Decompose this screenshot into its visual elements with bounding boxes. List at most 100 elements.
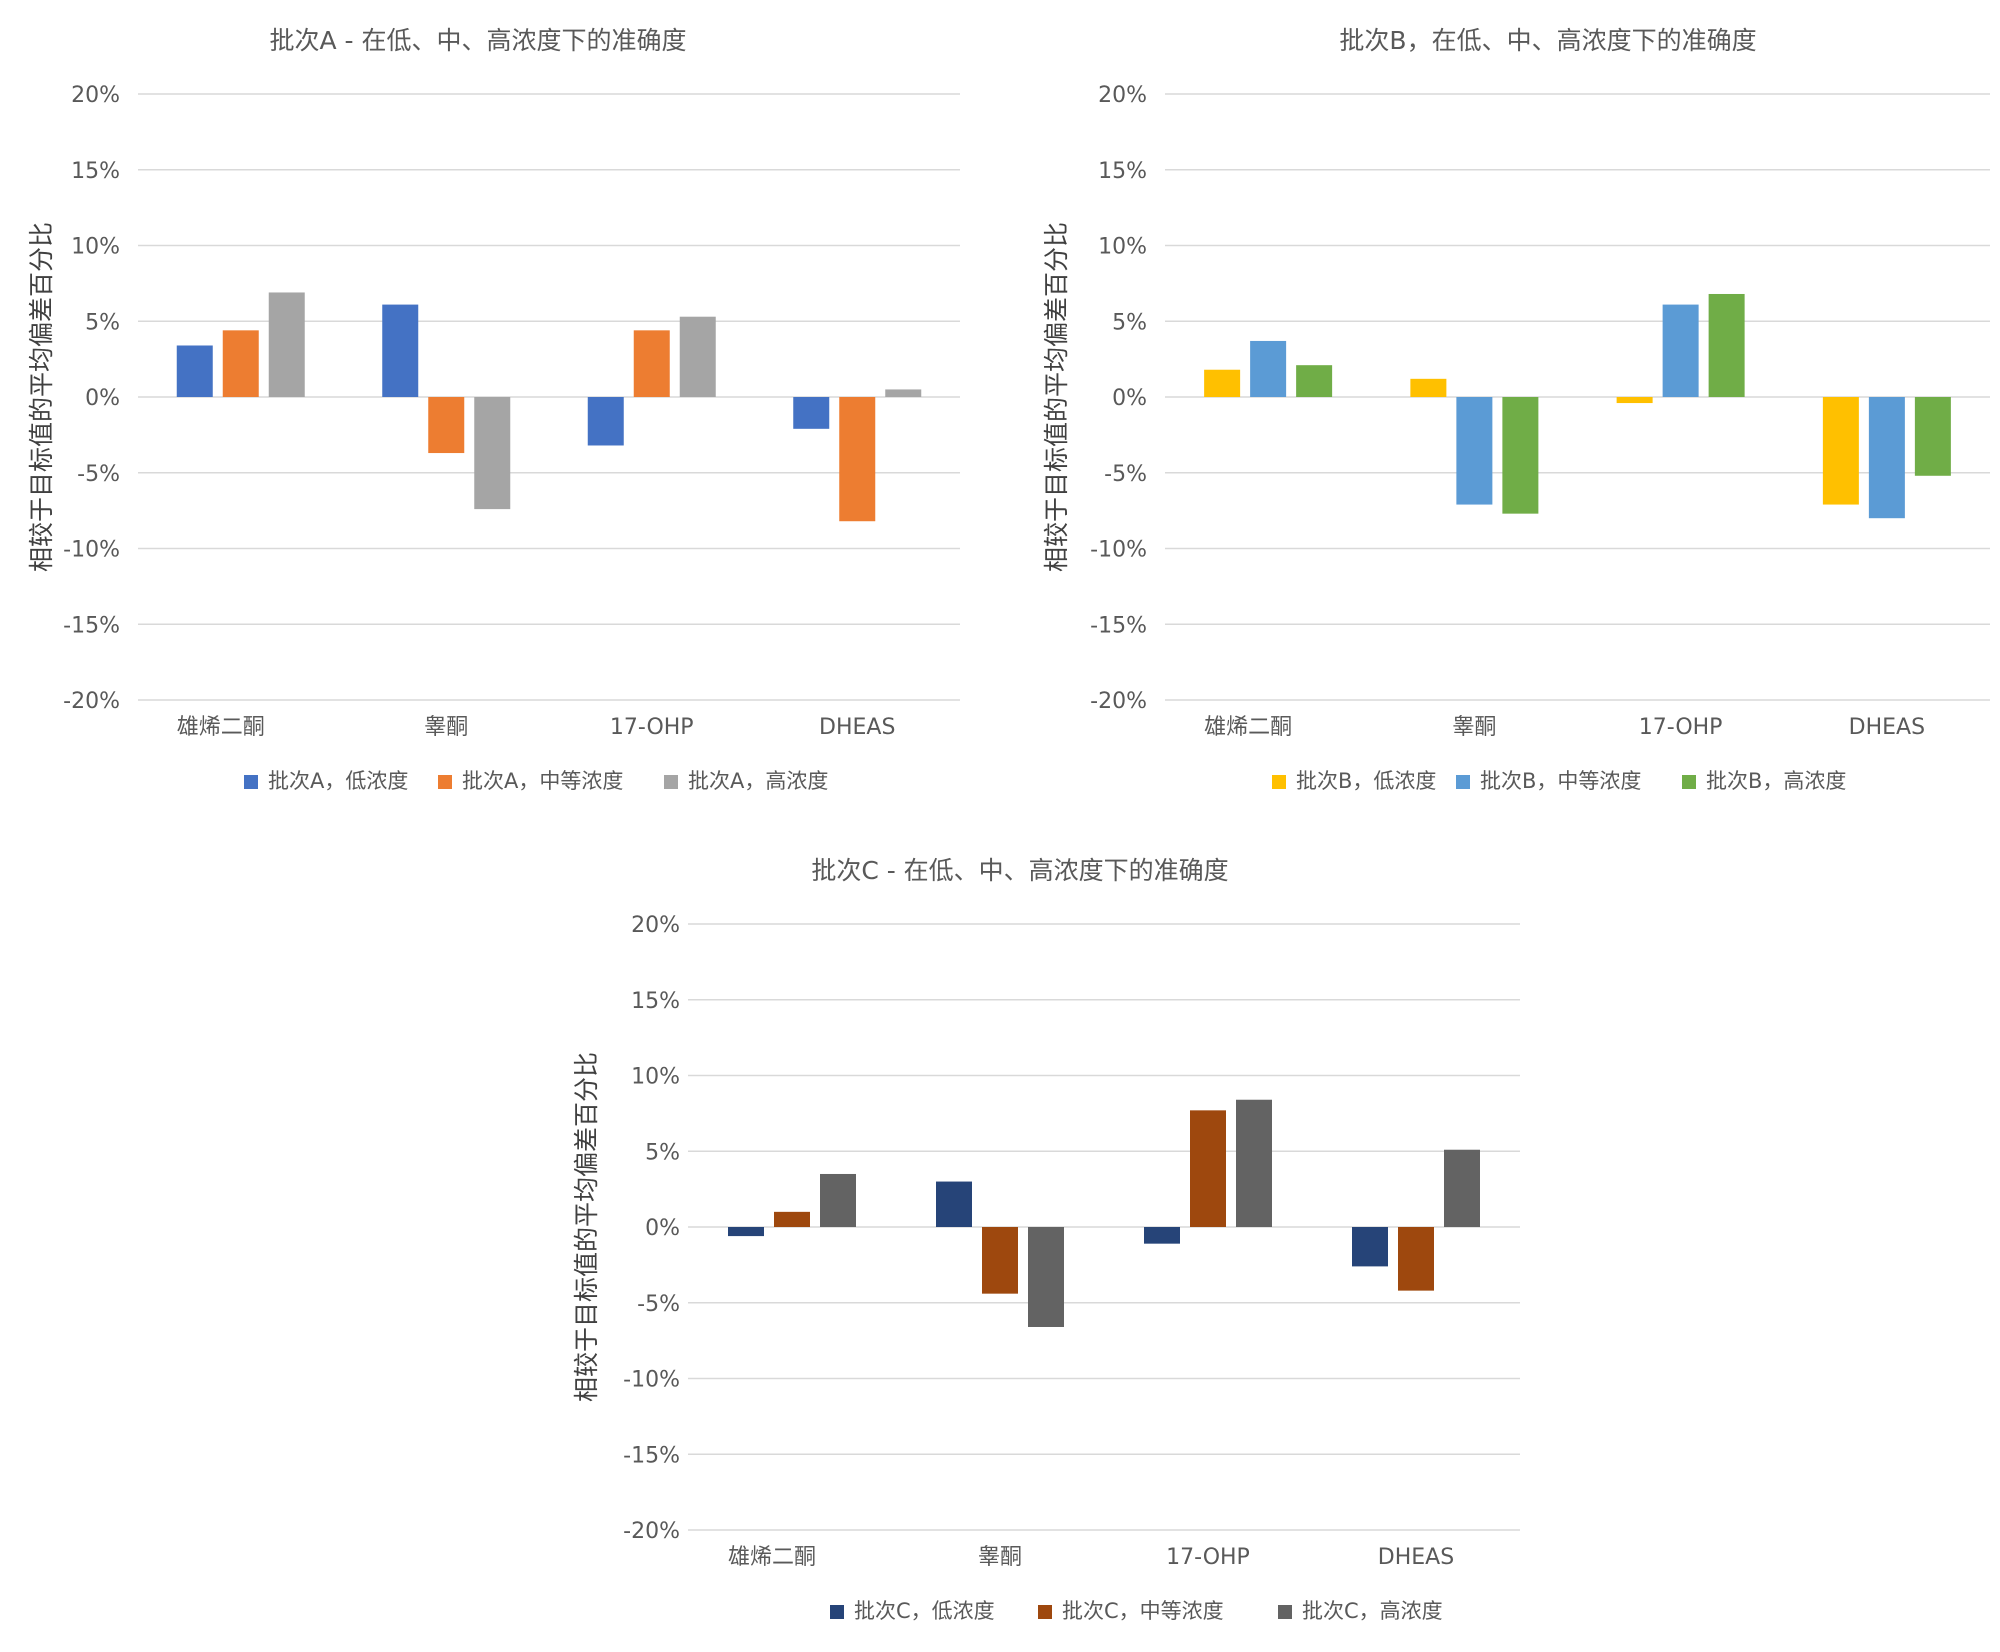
bar-批次B，高浓度: [1914, 397, 1951, 476]
y-tick-label: 5%: [85, 310, 120, 335]
bar-批次C，中等浓度: [1190, 1110, 1226, 1227]
y-axis-label: 相较于目标值的平均偏差百分比: [1042, 222, 1071, 572]
bar-批次A，中等浓度: [839, 397, 876, 522]
y-tick-label: -20%: [1090, 689, 1147, 714]
y-tick-label: 15%: [1098, 159, 1147, 184]
bar-批次C，中等浓度: [774, 1211, 810, 1227]
bar-批次B，中等浓度: [1662, 304, 1699, 397]
category-label: 睾酮: [978, 1545, 1022, 1570]
y-tick-label: -5%: [637, 1292, 680, 1317]
y-tick-label: -10%: [623, 1368, 680, 1393]
category-label: DHEAS: [1378, 1545, 1454, 1570]
bar-批次A，低浓度: [176, 345, 213, 397]
y-tick-label: 10%: [71, 235, 120, 260]
bar-批次B，高浓度: [1502, 397, 1539, 514]
legend-label: 批次A，高浓度: [688, 769, 828, 793]
legend-swatch: [1682, 775, 1696, 789]
bar-批次A，中等浓度: [633, 330, 670, 397]
bar-批次C，低浓度: [936, 1181, 972, 1227]
bar-批次B，中等浓度: [1456, 397, 1493, 505]
bar-批次A，中等浓度: [222, 330, 259, 397]
bar-批次C，高浓度: [1444, 1149, 1480, 1227]
y-tick-label: 20%: [71, 83, 120, 108]
category-label: 17-OHP: [610, 715, 694, 740]
bar-批次B，低浓度: [1822, 397, 1859, 505]
bar-批次C，中等浓度: [982, 1227, 1018, 1294]
y-tick-label: 0%: [1112, 386, 1147, 411]
y-tick-label: -10%: [1090, 538, 1147, 563]
legend-swatch: [1456, 775, 1470, 789]
bar-批次B，高浓度: [1708, 293, 1745, 397]
legend-label: 批次B，中等浓度: [1480, 769, 1641, 793]
chart-batch-c-svg: 批次C - 在低、中、高浓度下的准确度 20% 15% 10% 5% 0% -5% -10% -…: [572, 856, 1520, 1623]
y-tick-label: 10%: [631, 1065, 680, 1090]
category-label: 17-OHP: [1166, 1545, 1250, 1570]
bar-批次A，中等浓度: [428, 397, 465, 454]
bar-批次A，低浓度: [793, 397, 830, 429]
chart-title: 批次C - 在低、中、高浓度下的准确度: [811, 856, 1228, 885]
legend-swatch: [1272, 775, 1286, 789]
bar-批次C，低浓度: [728, 1227, 764, 1237]
bar-批次B，高浓度: [1296, 365, 1333, 397]
bar-批次A，高浓度: [474, 397, 511, 510]
bar-批次C，中等浓度: [1398, 1227, 1434, 1291]
legend-swatch: [438, 775, 452, 789]
y-tick-label: 10%: [1098, 235, 1147, 260]
chart-batch-b: 批次B，在低、中、高浓度下的准确度 20% 15% 10% 5% 0% -5% -10% -15…: [1010, 0, 2000, 820]
category-label: 17-OHP: [1639, 715, 1723, 740]
bar-批次A，高浓度: [268, 292, 305, 397]
category-label: DHEAS: [1849, 715, 1925, 740]
y-tick-label: -15%: [63, 613, 120, 638]
y-tick-label: -5%: [1104, 462, 1147, 487]
legend-label: 批次B，低浓度: [1296, 769, 1436, 793]
y-tick-label: -15%: [623, 1443, 680, 1468]
bar-批次C，高浓度: [820, 1173, 856, 1227]
legend-label: 批次C，低浓度: [854, 1599, 995, 1623]
legend-swatch: [1038, 1605, 1052, 1619]
bar-批次C，低浓度: [1144, 1227, 1180, 1244]
y-tick-label: 15%: [631, 989, 680, 1014]
bar-批次C，高浓度: [1028, 1227, 1064, 1327]
legend-label: 批次A，中等浓度: [462, 769, 623, 793]
bar-批次B，中等浓度: [1250, 340, 1287, 397]
bar-批次A，高浓度: [885, 389, 922, 397]
y-tick-label: -20%: [63, 689, 120, 714]
legend-swatch: [1278, 1605, 1292, 1619]
bar-批次C，低浓度: [1352, 1227, 1388, 1267]
bar-批次A，低浓度: [382, 304, 419, 397]
y-tick-label: 0%: [645, 1216, 680, 1241]
legend-swatch: [830, 1605, 844, 1619]
category-label: 睾酮: [1452, 715, 1496, 740]
bar-批次A，高浓度: [679, 316, 716, 397]
legend-label: 批次C，中等浓度: [1062, 1599, 1224, 1623]
bar-批次B，中等浓度: [1868, 397, 1905, 519]
legend-label: 批次B，高浓度: [1706, 769, 1846, 793]
category-label: 雄烯二酮: [177, 715, 265, 740]
chart-batch-a-svg: 批次A - 在低、中、高浓度下的准确度 20% 15% 10% 5% 0% -5% -10% -…: [27, 26, 960, 793]
y-tick-label: 5%: [1112, 310, 1147, 335]
category-label: DHEAS: [819, 715, 895, 740]
category-label: 雄烯二酮: [1204, 715, 1292, 740]
bar-批次B，低浓度: [1410, 378, 1447, 397]
category-label: 雄烯二酮: [728, 1545, 816, 1570]
bar-批次A，低浓度: [587, 397, 624, 446]
y-tick-label: -5%: [77, 462, 120, 487]
y-tick-label: 0%: [85, 386, 120, 411]
y-tick-label: 5%: [645, 1140, 680, 1165]
chart-title: 批次A - 在低、中、高浓度下的准确度: [269, 26, 686, 55]
y-axis-label: 相较于目标值的平均偏差百分比: [27, 222, 56, 572]
chart-batch-b-svg: 批次B，在低、中、高浓度下的准确度 20% 15% 10% 5% 0% -5% -10% -15…: [1042, 26, 1990, 793]
y-tick-label: 20%: [631, 913, 680, 938]
y-tick-label: -20%: [623, 1519, 680, 1544]
bar-批次B，低浓度: [1204, 369, 1241, 397]
legend-label: 批次C，高浓度: [1302, 1599, 1443, 1623]
y-tick-label: -10%: [63, 538, 120, 563]
chart-batch-a: 批次A - 在低、中、高浓度下的准确度 20% 15% 10% 5% 0% -5% -10% -…: [0, 0, 980, 820]
y-tick-label: 15%: [71, 159, 120, 184]
legend-label: 批次A，低浓度: [268, 769, 408, 793]
y-tick-label: -15%: [1090, 613, 1147, 638]
category-label: 睾酮: [424, 715, 468, 740]
y-tick-label: 20%: [1098, 83, 1147, 108]
bar-批次C，高浓度: [1236, 1099, 1272, 1227]
chart-batch-c: 批次C - 在低、中、高浓度下的准确度 20% 15% 10% 5% 0% -5% -10% -…: [560, 830, 1540, 1650]
